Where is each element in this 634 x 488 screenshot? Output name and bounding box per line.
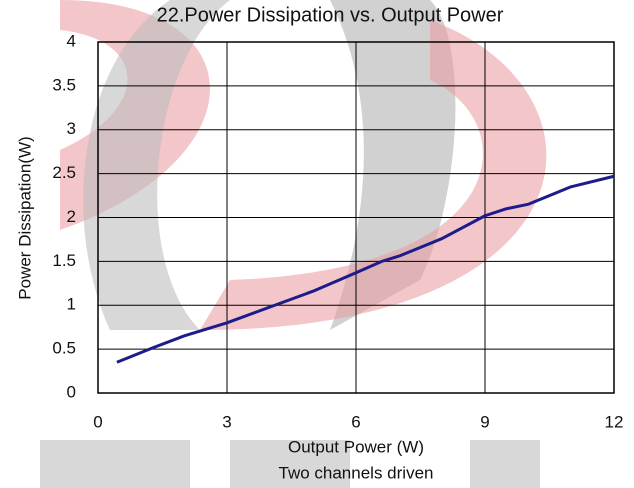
y-tick-label: 0 (67, 382, 76, 401)
watermark-shape (230, 440, 350, 488)
x-axis-label: Output Power (W) (288, 437, 424, 456)
data-line (116, 174, 615, 364)
x-tick-label: 3 (222, 412, 231, 431)
watermark-shape (470, 440, 540, 488)
x-tick-label: 0 (93, 412, 102, 431)
y-axis-label: Power Dissipation(W) (15, 136, 34, 299)
watermark-shape (200, 20, 547, 330)
y-tick-label: 1.5 (52, 251, 76, 270)
y-tick-label: 4 (67, 31, 76, 50)
y-tick-label: 1 (67, 295, 76, 314)
watermark-shape (40, 440, 190, 488)
y-tick-label: 2.5 (52, 163, 76, 182)
chart-title: 22.Power Dissipation vs. Output Power (157, 4, 504, 26)
x-tick-label: 12 (605, 412, 624, 431)
y-tick-label: 3 (67, 119, 76, 138)
annotation: Two channels driven (279, 463, 434, 482)
watermark (40, 0, 547, 488)
watermark-shape (83, 0, 230, 330)
y-tick-label: 2 (67, 207, 76, 226)
y-tick-label: 0.5 (52, 339, 76, 358)
plot-frame (97, 41, 615, 394)
x-tick-label: 6 (351, 412, 360, 431)
y-tick-label: 3.5 (52, 75, 76, 94)
x-tick-label: 9 (480, 412, 489, 431)
watermark-shape (330, 0, 456, 330)
